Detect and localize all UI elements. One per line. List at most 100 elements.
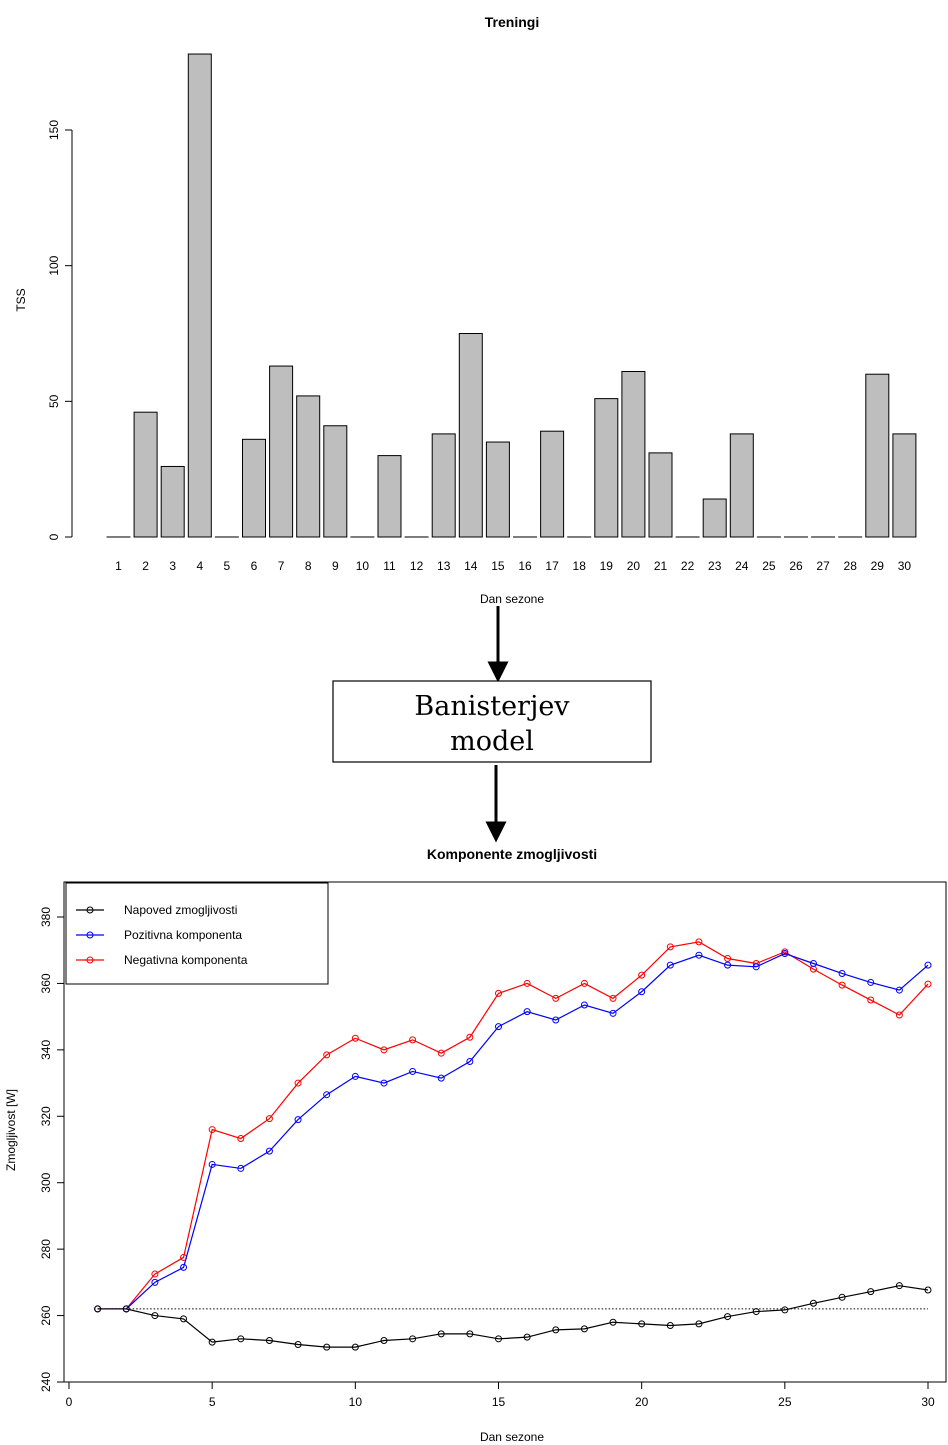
bar-x-tick-label: 5	[224, 559, 231, 573]
line-chart-axes: 0 5 10 15 20 25 30 240 260 280 300 320 340 360 380	[39, 907, 935, 1409]
x-tick-label: 30	[921, 1395, 935, 1409]
series-point	[466, 1057, 474, 1065]
series-point	[781, 950, 789, 958]
series-point	[695, 938, 703, 946]
x-tick-label: 5	[209, 1395, 216, 1409]
bar-chart-xlabel: Dan sezone	[480, 592, 544, 606]
bar	[242, 438, 266, 538]
series-point	[409, 1335, 417, 1343]
series-point	[380, 1046, 388, 1054]
y-tick-label: 320	[39, 1106, 53, 1126]
series-point	[208, 1338, 216, 1346]
series-point	[180, 1263, 188, 1271]
series-2	[94, 938, 932, 1313]
bar	[296, 395, 321, 538]
series-point	[294, 1340, 302, 1348]
legend-label: Napoved zmogljivosti	[124, 903, 237, 917]
bar-x-tick-label: 15	[491, 559, 505, 573]
bar-chart-ylabel: TSS	[14, 288, 28, 311]
series-point	[237, 1335, 245, 1343]
series-point	[523, 979, 531, 987]
bar	[648, 452, 673, 538]
series-point	[666, 961, 674, 969]
series-point	[180, 1315, 188, 1323]
series-point	[94, 1305, 102, 1313]
bar-x-tick-label: 28	[844, 559, 858, 573]
y-tick-label: 360	[39, 973, 53, 993]
series-point	[151, 1270, 159, 1278]
bar-x-tick-label: 21	[654, 559, 668, 573]
series-point	[466, 1033, 474, 1041]
bar-x-tick-label: 10	[356, 559, 370, 573]
series-point	[724, 1313, 732, 1321]
series-line	[97, 941, 929, 1310]
bar-x-tick-label: 8	[305, 559, 312, 573]
series-point	[724, 961, 732, 969]
bar-y-tick-label: 0	[47, 533, 61, 540]
series-point	[695, 1320, 703, 1328]
bar-x-tick-label: 14	[464, 559, 478, 573]
line-chart-xlabel: Dan sezone	[480, 1430, 544, 1444]
bar-x-tick-label: 23	[708, 559, 722, 573]
bar	[377, 455, 402, 538]
series-point	[437, 1330, 445, 1338]
series-point	[437, 1049, 445, 1057]
bar-x-tick-label: 6	[251, 559, 258, 573]
bar-x-tick-label: 19	[600, 559, 614, 573]
y-tick-label: 260	[39, 1305, 53, 1325]
series-point	[924, 1286, 932, 1294]
bar-x-tick-label: 11	[383, 559, 396, 573]
series-point	[924, 961, 932, 969]
series-point	[237, 1135, 245, 1143]
series-point	[609, 1318, 617, 1326]
series-point	[666, 943, 674, 951]
x-tick-label: 10	[349, 1395, 363, 1409]
y-tick-label: 280	[39, 1239, 53, 1259]
bar-chart-title: Treningi	[485, 14, 539, 30]
bar-x-tick-label: 9	[332, 559, 339, 573]
bar	[160, 465, 185, 538]
series-point	[294, 1079, 302, 1087]
series-point	[666, 1322, 674, 1330]
series-point	[752, 963, 760, 971]
series-point	[208, 1126, 216, 1134]
bar-y-tick-label: 150	[47, 120, 61, 140]
bar-x-tick-label: 16	[518, 559, 532, 573]
series-point	[237, 1164, 245, 1172]
bar	[485, 441, 510, 538]
bar-x-tick-label: 29	[871, 559, 885, 573]
bar-x-tick-label: 25	[762, 559, 776, 573]
series-point	[265, 1336, 273, 1344]
series-point	[695, 951, 703, 959]
series-point	[495, 1335, 502, 1343]
series-point	[523, 1008, 531, 1016]
line-chart: Komponente zmogljivosti Zmogljivost [W] …	[4, 846, 947, 1444]
series-point	[466, 1330, 474, 1338]
bar	[540, 430, 565, 538]
line-chart-series	[94, 938, 932, 1351]
legend-label: Negativna komponenta	[124, 953, 248, 967]
bar-chart-bars	[106, 53, 917, 538]
legend-swatch-point	[86, 956, 94, 964]
series-point	[552, 1326, 560, 1334]
series-point	[151, 1312, 159, 1320]
series-point	[552, 1016, 560, 1024]
model-box-line2: model	[450, 726, 534, 757]
bar-y-tick-label: 50	[47, 394, 61, 408]
series-point	[265, 1115, 273, 1123]
series-point	[609, 994, 617, 1002]
bar	[269, 365, 294, 538]
bar-x-tick-label: 12	[410, 559, 424, 573]
bar	[323, 425, 348, 538]
x-tick-label: 0	[66, 1395, 73, 1409]
bar	[702, 498, 727, 538]
bar-chart-x-tick-labels: 1 2 3 4 5 6 7 8 9 10 11 12 13 14 15 16 17 18 19 20 21 22 23 24 2…	[115, 559, 911, 573]
legend-swatch-point	[86, 931, 94, 939]
series-point	[580, 1001, 588, 1009]
series-point	[552, 994, 560, 1002]
series-point	[265, 1147, 273, 1155]
legend-box	[65, 882, 329, 985]
series-0	[94, 1282, 932, 1351]
bar-x-tick-label: 1	[115, 559, 122, 573]
